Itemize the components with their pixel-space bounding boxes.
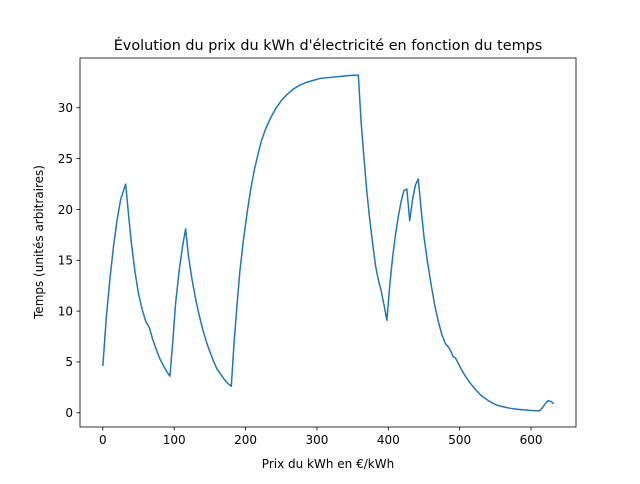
series-layer	[102, 74, 555, 412]
y-tick-label: 20	[58, 203, 73, 217]
x-tick-label: 0	[99, 433, 107, 447]
y-tick-label: 10	[58, 304, 73, 318]
x-axis-ticks: 0 100 200 300 400 500 600	[99, 427, 542, 447]
y-axis-ticks: 0 5 10 15 20 25 30	[58, 101, 80, 420]
chart-title: Évolution du prix du kWh d'électricité e…	[114, 37, 543, 54]
x-axis-label: Prix du kWh en €/kWh	[262, 457, 394, 471]
x-tick-label: 400	[377, 433, 400, 447]
y-axis-label: Temps (unités arbitraires)	[32, 165, 46, 320]
y-tick-label: 15	[58, 254, 73, 268]
y-tick-label: 0	[65, 406, 73, 420]
y-tick-label: 30	[58, 101, 73, 115]
plot-frame	[79, 57, 577, 428]
plot-area	[80, 58, 576, 427]
series-line-0	[102, 74, 555, 412]
x-tick-label: 100	[163, 433, 186, 447]
x-tick-label: 200	[234, 433, 257, 447]
x-tick-label: 500	[448, 433, 471, 447]
y-tick-label: 5	[65, 355, 73, 369]
y-tick-label: 25	[58, 152, 73, 166]
x-tick-label: 300	[305, 433, 328, 447]
x-tick-label: 600	[520, 433, 543, 447]
